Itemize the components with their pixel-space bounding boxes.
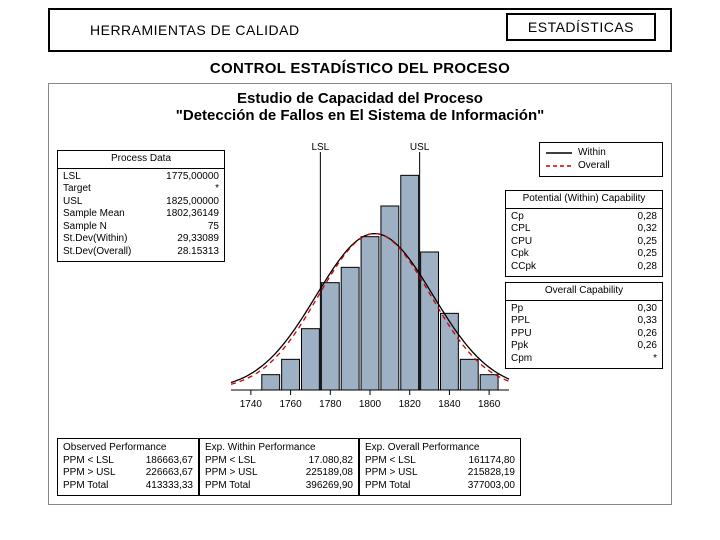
svg-text:1840: 1840: [438, 399, 461, 410]
exp-overall-v: 215828,19: [468, 467, 515, 480]
svg-text:1860: 1860: [478, 399, 501, 410]
svg-text:1780: 1780: [319, 399, 342, 410]
exp-overall-k: PPM Total: [365, 480, 410, 493]
pd-usl-v: 1825,00000: [166, 196, 219, 209]
within-cap-row: CPU0,25: [511, 236, 657, 249]
legend-within-swatch: [546, 149, 572, 157]
exp-overall-v: 161174,80: [468, 455, 515, 468]
within-cap-v: 0,28: [638, 211, 657, 224]
exp-within-row: PPM Total 396269,90: [205, 480, 353, 493]
exp-within-k: PPM < LSL: [205, 455, 256, 468]
overall-cap-row: Ppk0,26: [511, 340, 657, 353]
legend-box: Within Overall: [539, 142, 663, 177]
process-data-header: Process Data: [58, 151, 224, 169]
chart-container: Estudio de Capacidad del Proceso "Detecc…: [48, 83, 672, 505]
overall-cap-v: 0,26: [638, 340, 657, 353]
within-cap-row: Cp0,28: [511, 211, 657, 224]
exp-within-v: 396269,90: [306, 480, 353, 493]
pd-t-k: Target: [63, 183, 91, 196]
pd-sdw-k: St.Dev(Within): [63, 233, 127, 246]
svg-text:1760: 1760: [279, 399, 302, 410]
overall-cap-header: Overall Capability: [506, 283, 662, 301]
histogram-plot: 1740 1760 1780 1800 1820 1840 1860 LSL USL: [225, 142, 515, 422]
svg-text:LSL: LSL: [311, 142, 329, 153]
overall-cap-row: Cpm*: [511, 353, 657, 366]
header-right: ESTADÍSTICAS: [506, 13, 656, 41]
legend-within: Within: [578, 147, 606, 160]
exp-within-row: PPM < LSL 17.080,82: [205, 455, 353, 468]
overall-cap-row: PPU0,26: [511, 328, 657, 341]
pd-n-v: 75: [208, 221, 219, 234]
observed-row: PPM < LSL 186663,67: [63, 455, 193, 468]
overall-cap-row: PPL0,33: [511, 315, 657, 328]
within-cap-box: Potential (Within) Capability Cp0,28CPL0…: [505, 190, 663, 277]
observed-k: PPM < LSL: [63, 455, 114, 468]
chart-title-1: Estudio de Capacidad del Proceso: [53, 90, 667, 107]
exp-within-k: PPM > USL: [205, 467, 258, 480]
exp-within-v: 225189,08: [306, 467, 353, 480]
pd-t-v: *: [215, 183, 219, 196]
header-left: HERRAMIENTAS DE CALIDAD: [50, 22, 300, 38]
overall-cap-v: 0,30: [638, 303, 657, 316]
within-cap-header: Potential (Within) Capability: [506, 191, 662, 209]
within-cap-v: 0,25: [638, 248, 657, 261]
within-cap-v: 0,25: [638, 236, 657, 249]
exp-within-row: PPM > USL 225189,08: [205, 467, 353, 480]
svg-text:1800: 1800: [359, 399, 382, 410]
legend-overall: Overall: [578, 160, 610, 173]
pd-lsl-v: 1775,00000: [166, 171, 219, 184]
exp-overall-box: Exp. Overall Performance PPM < LSL 161174…: [359, 438, 521, 496]
observed-header: Observed Performance: [63, 442, 193, 455]
observed-row: PPM Total 413333,33: [63, 480, 193, 493]
pd-sdo-k: St.Dev(Overall): [63, 246, 131, 259]
exp-overall-row: PPM Total 377003,00: [365, 480, 515, 493]
exp-within-v: 17.080,82: [309, 455, 354, 468]
legend-overall-swatch: [546, 162, 572, 170]
svg-text:USL: USL: [410, 142, 430, 153]
exp-within-box: Exp. Within Performance PPM < LSL 17.080,…: [199, 438, 359, 496]
observed-row: PPM > USL 226663,67: [63, 467, 193, 480]
exp-overall-row: PPM > USL 215828,19: [365, 467, 515, 480]
overall-cap-row: Pp0,30: [511, 303, 657, 316]
overall-cap-v: 0,26: [638, 328, 657, 341]
within-cap-v: 0,28: [638, 261, 657, 274]
exp-overall-header: Exp. Overall Performance: [365, 442, 515, 455]
pd-usl-k: USL: [63, 196, 82, 209]
within-cap-v: 0,32: [638, 223, 657, 236]
exp-within-header: Exp. Within Performance: [205, 442, 353, 455]
header-bar: HERRAMIENTAS DE CALIDAD ESTADÍSTICAS: [48, 8, 672, 52]
svg-text:1740: 1740: [240, 399, 263, 410]
observed-box: Observed Performance PPM < LSL186663,67P…: [57, 438, 199, 496]
within-cap-row: CPL0,32: [511, 223, 657, 236]
svg-text:1820: 1820: [399, 399, 422, 410]
observed-v: 186663,67: [146, 455, 193, 468]
page-subtitle: CONTROL ESTADÍSTICO DEL PROCESO: [8, 60, 712, 77]
process-data-box: Process Data LSL 1775,00000 Target * USL 18…: [57, 150, 225, 262]
overall-cap-box: Overall Capability Pp0,30PPL0,33PPU0,26P…: [505, 282, 663, 369]
exp-overall-k: PPM > USL: [365, 467, 418, 480]
exp-overall-row: PPM < LSL 161174,80: [365, 455, 515, 468]
pd-m-k: Sample Mean: [63, 208, 125, 221]
observed-v: 413333,33: [146, 480, 193, 493]
pd-n-k: Sample N: [63, 221, 107, 234]
exp-within-k: PPM Total: [205, 480, 250, 493]
pd-m-v: 1802,36149: [166, 208, 219, 221]
pd-sdo-v: 28.15313: [177, 246, 219, 259]
exp-overall-k: PPM < LSL: [365, 455, 416, 468]
overall-cap-v: *: [653, 353, 657, 366]
exp-overall-v: 377003,00: [468, 480, 515, 493]
pd-sdw-v: 29,33089: [177, 233, 219, 246]
within-cap-row: Cpk0,25: [511, 248, 657, 261]
within-cap-row: CCpk0,28: [511, 261, 657, 274]
observed-k: PPM > USL: [63, 467, 116, 480]
observed-v: 226663,67: [146, 467, 193, 480]
overall-cap-v: 0,33: [638, 315, 657, 328]
pd-lsl-k: LSL: [63, 171, 81, 184]
chart-title-2: "Detección de Fallos en El Sistema de In…: [53, 107, 667, 124]
observed-k: PPM Total: [63, 480, 108, 493]
